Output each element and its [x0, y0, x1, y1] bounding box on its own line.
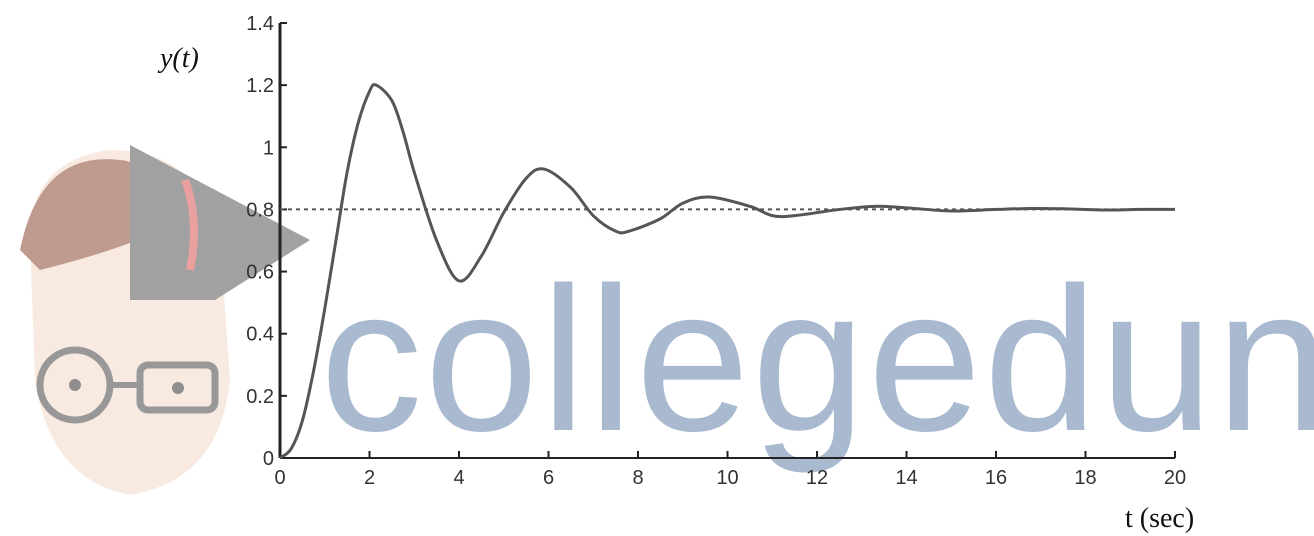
mascot-icon [20, 145, 310, 495]
axis-ticks: 0 0.2 0.4 0.6 0.8 1 1.2 1.4 0 2 4 6 8 10 12 14 16 18 20 [246, 13, 1186, 489]
x-tick-label: 18 [1074, 467, 1096, 489]
x-tick-label: 6 [543, 467, 554, 489]
x-tick-label: 14 [895, 467, 917, 489]
x-tick-label: 2 [364, 467, 375, 489]
x-axis-label: t (sec) [1125, 503, 1194, 534]
watermark-text: collegedunia [320, 245, 1314, 474]
series-line [279, 83, 1176, 460]
x-tick-label: 20 [1164, 467, 1186, 489]
y-tick-label: 0.4 [246, 324, 274, 346]
y-tick-label: 0.8 [246, 199, 274, 221]
x-tick-label: 12 [806, 467, 828, 489]
y-tick-label: 0.6 [246, 262, 274, 284]
x-tick-label: 10 [716, 467, 738, 489]
y-axis-label: y(t) [157, 43, 199, 74]
x-tick-label: 4 [453, 467, 464, 489]
watermark-logo: collegedunia [20, 145, 1314, 495]
y-tick-label: 0.2 [246, 386, 274, 408]
x-tick-label: 8 [632, 467, 643, 489]
y-tick-label: 1.2 [246, 75, 274, 97]
y-tick-label: 0 [263, 448, 274, 470]
x-tick-label: 0 [274, 467, 285, 489]
y-tick-label: 1.4 [246, 13, 274, 35]
y-tick-label: 1 [263, 137, 274, 159]
x-tick-label: 16 [985, 467, 1007, 489]
